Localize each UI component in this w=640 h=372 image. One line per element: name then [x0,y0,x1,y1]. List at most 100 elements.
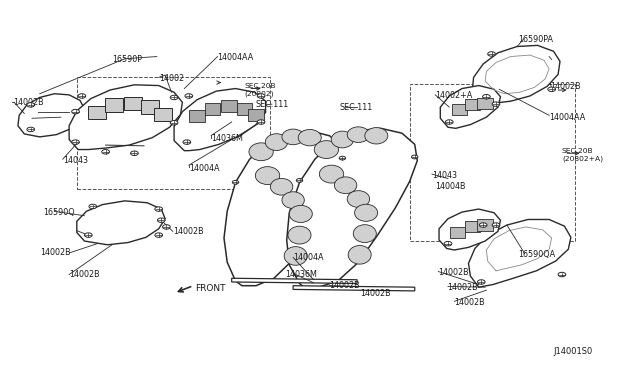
Text: 14004A: 14004A [293,253,324,262]
Text: 14002B: 14002B [13,98,44,107]
Polygon shape [105,98,123,112]
Polygon shape [237,103,252,115]
Ellipse shape [249,143,273,161]
Polygon shape [189,110,205,122]
Circle shape [27,127,35,132]
Text: 14002B: 14002B [438,268,469,277]
Polygon shape [450,227,465,238]
Polygon shape [465,221,480,232]
Circle shape [492,102,500,106]
Ellipse shape [335,177,357,193]
Polygon shape [248,109,264,121]
Circle shape [479,223,487,227]
Polygon shape [287,128,417,287]
Circle shape [72,109,79,114]
Ellipse shape [365,128,388,144]
Circle shape [548,87,556,92]
Circle shape [257,120,265,124]
Circle shape [488,52,495,56]
Polygon shape [477,219,493,231]
Ellipse shape [271,178,293,195]
Circle shape [102,150,109,154]
Ellipse shape [332,131,354,148]
Text: 14004AA: 14004AA [549,113,586,122]
Ellipse shape [266,134,288,150]
Ellipse shape [353,225,376,243]
Polygon shape [293,286,415,291]
Text: 14036M: 14036M [285,270,317,279]
Ellipse shape [284,247,307,265]
Text: 14002B: 14002B [550,82,581,91]
Ellipse shape [348,246,371,264]
Circle shape [558,272,566,277]
Polygon shape [477,98,493,109]
Circle shape [155,233,163,237]
Ellipse shape [348,127,370,142]
Circle shape [445,120,453,124]
Ellipse shape [282,192,305,208]
Ellipse shape [289,205,312,222]
Circle shape [296,179,303,182]
Circle shape [89,204,97,209]
Text: 14004A: 14004A [189,164,220,173]
Ellipse shape [319,165,344,183]
Polygon shape [468,219,571,287]
Text: 14002B: 14002B [40,248,70,257]
Circle shape [339,156,346,160]
Text: 14002B: 14002B [454,298,485,307]
Text: SEC.111: SEC.111 [256,100,289,109]
Polygon shape [77,201,165,245]
Ellipse shape [355,204,378,221]
Text: 14004B: 14004B [435,182,466,191]
Polygon shape [174,89,266,151]
Text: 14004AA: 14004AA [218,53,254,62]
Text: (20802): (20802) [244,90,274,97]
Text: 16590Q: 16590Q [44,208,75,217]
Circle shape [72,140,79,144]
Polygon shape [205,103,220,115]
Polygon shape [452,104,467,115]
Circle shape [257,94,265,98]
Text: 16590QA: 16590QA [518,250,556,259]
Text: J14001S0: J14001S0 [554,347,593,356]
Text: 14002B: 14002B [69,270,100,279]
Circle shape [155,207,163,211]
Polygon shape [154,108,172,121]
Ellipse shape [282,129,305,145]
Text: 14043: 14043 [432,171,457,180]
Circle shape [27,103,35,107]
Text: 14002+A: 14002+A [435,92,472,100]
Circle shape [183,140,191,144]
Circle shape [170,95,178,100]
Circle shape [232,180,239,184]
Text: SEC.20B: SEC.20B [562,148,593,154]
Ellipse shape [255,167,280,185]
Polygon shape [18,94,84,137]
Circle shape [185,94,193,98]
Ellipse shape [288,226,311,244]
Polygon shape [124,97,142,110]
Circle shape [477,280,485,284]
Text: 14002B: 14002B [360,289,390,298]
Ellipse shape [298,129,321,146]
Circle shape [492,223,500,227]
Circle shape [483,94,490,99]
Polygon shape [88,106,106,119]
Polygon shape [224,131,346,286]
Circle shape [444,241,452,246]
Circle shape [157,218,165,222]
Circle shape [412,155,418,159]
Text: 14002B: 14002B [173,227,204,236]
Text: 16590P: 16590P [112,55,142,64]
Circle shape [131,151,138,155]
Circle shape [170,121,178,125]
Text: (20802+A): (20802+A) [562,155,603,162]
Text: 14002B: 14002B [330,281,360,290]
Circle shape [84,233,92,237]
Polygon shape [69,85,182,150]
Text: 14002B: 14002B [447,283,477,292]
Text: FRONT: FRONT [195,284,226,293]
Text: 14036M: 14036M [211,134,243,143]
Text: 16590PA: 16590PA [518,35,554,44]
Polygon shape [141,100,159,114]
